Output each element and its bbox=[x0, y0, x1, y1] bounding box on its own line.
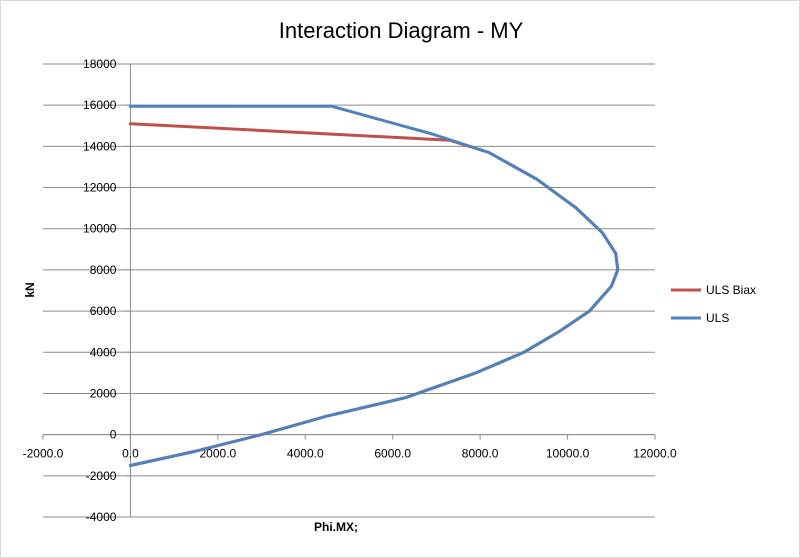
x-tick-label-0: -2000.0 bbox=[23, 447, 64, 461]
x-tick-labels: -2000.0 0.0 2000.0 4000.0 6000.0 8000.0 10000.… bbox=[23, 447, 677, 461]
y-axis-title: kN bbox=[23, 282, 37, 297]
y-tick-label-9: 14000 bbox=[83, 139, 117, 153]
axes bbox=[42, 63, 656, 518]
x-axis-title: Phi.MX; bbox=[314, 520, 358, 534]
y-tick-labels: -4000 -2000 0 2000 4000 6000 8000 10000 12000 140… bbox=[83, 57, 117, 524]
y-tick-label-5: 6000 bbox=[90, 304, 117, 318]
y-tick-label-3: 2000 bbox=[90, 386, 117, 400]
x-tick-label-7: 12000.0 bbox=[633, 447, 677, 461]
series-lines bbox=[128, 104, 620, 467]
legend-label-0: ULS Biax bbox=[706, 283, 756, 297]
legend-label-1: ULS bbox=[706, 311, 729, 325]
series-line-uls-biax bbox=[128, 122, 620, 467]
legend: ULS Biax ULS bbox=[671, 283, 756, 325]
x-tick-label-6: 10000.0 bbox=[546, 447, 590, 461]
y-tick-label-0: -4000 bbox=[86, 510, 117, 524]
chart-title: Interaction Diagram - MY bbox=[279, 18, 524, 43]
y-tick-label-8: 12000 bbox=[83, 181, 117, 195]
y-tick-label-1: -2000 bbox=[86, 469, 117, 483]
x-tick-label-5: 8000.0 bbox=[462, 447, 499, 461]
y-tick-label-7: 10000 bbox=[83, 222, 117, 236]
x-tick-label-2: 2000.0 bbox=[200, 447, 237, 461]
y-tick-label-2: 0 bbox=[110, 428, 117, 442]
x-tick-label-4: 6000.0 bbox=[374, 447, 411, 461]
y-tick-label-11: 18000 bbox=[83, 57, 117, 71]
y-tick-label-10: 16000 bbox=[83, 98, 117, 112]
y-tick-label-6: 8000 bbox=[90, 263, 117, 277]
y-tick-label-4: 4000 bbox=[90, 345, 117, 359]
x-tick-label-1: 0.0 bbox=[122, 447, 139, 461]
series-line-uls bbox=[128, 104, 620, 467]
x-tick-label-3: 4000.0 bbox=[287, 447, 324, 461]
